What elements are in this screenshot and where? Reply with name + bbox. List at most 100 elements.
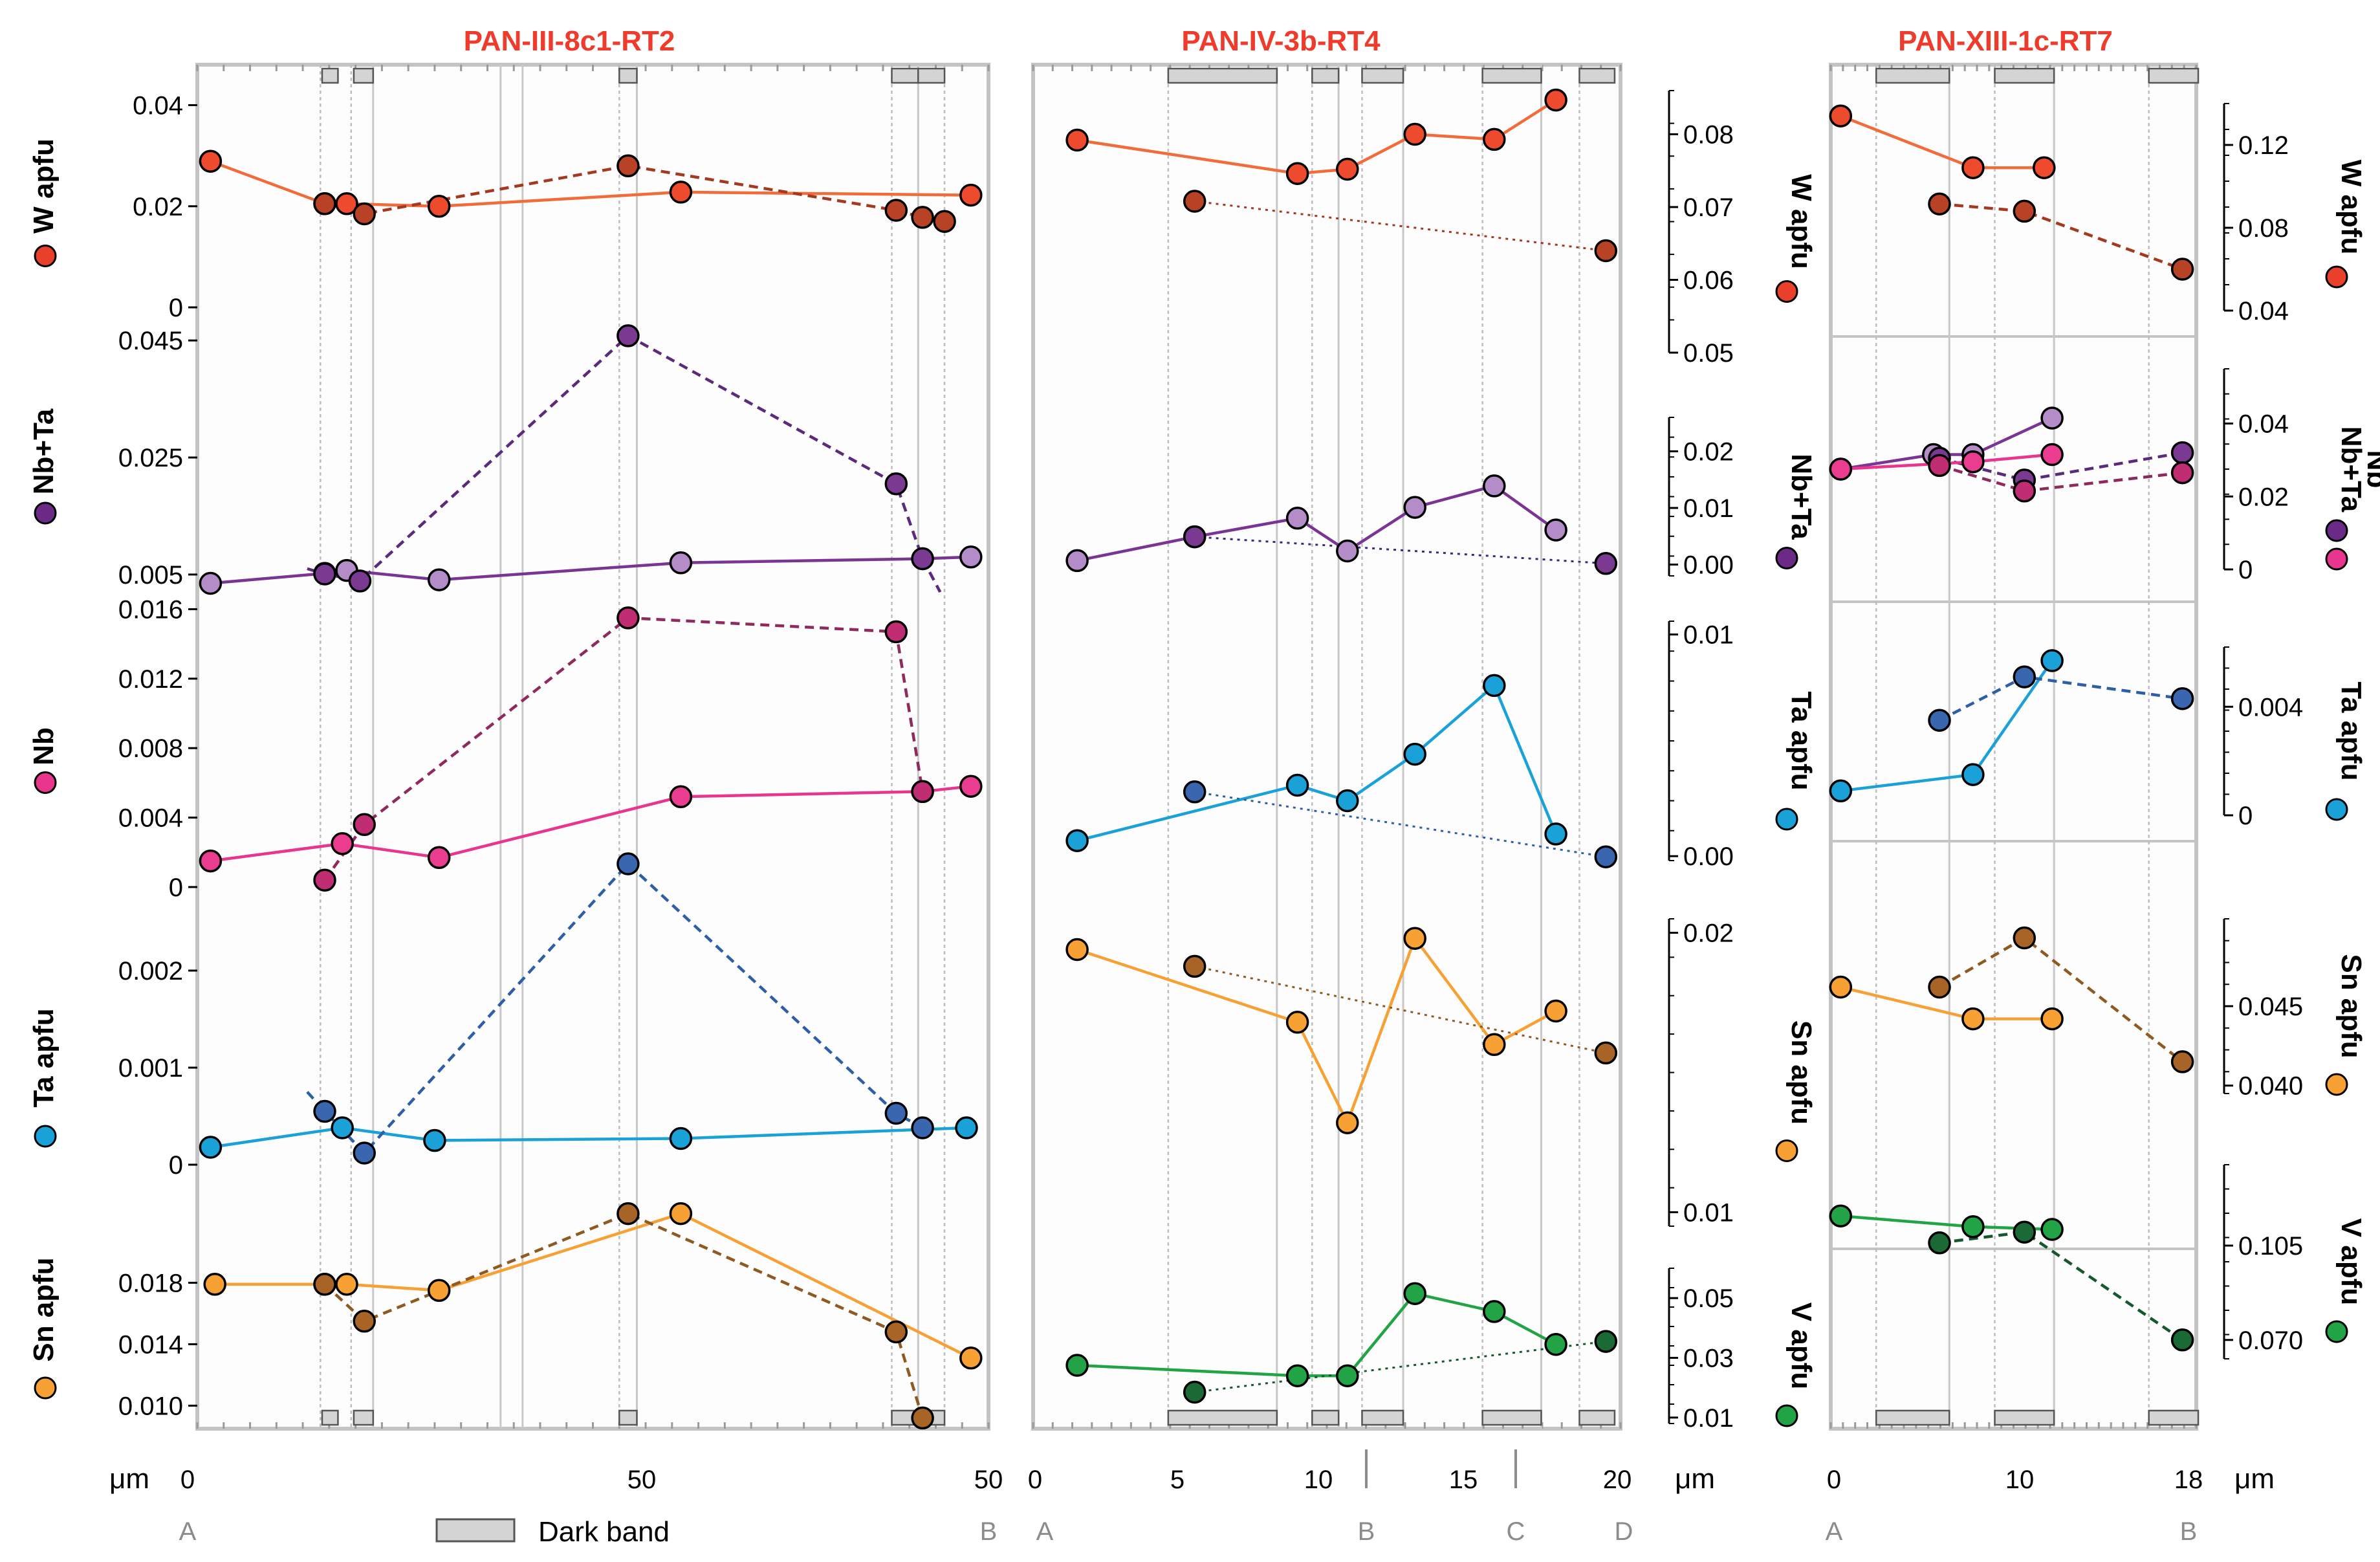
data-point-nb-ta-bright [1336, 539, 1359, 563]
dark-band-marker-top [1578, 67, 1616, 84]
data-point-w-bright [199, 149, 223, 173]
data-point-ta-bright [1065, 829, 1089, 852]
legend-dot-rt2-nb-ta [34, 501, 57, 525]
data-point-sn-dark [2013, 926, 2036, 950]
data-point-ta-bright [423, 1128, 446, 1152]
y-axis-label-rt2-sn-apfu: Sn apfu [28, 1257, 60, 1361]
y-axis-label-rt2-ta-apfu: Ta apfu [28, 1008, 60, 1107]
y-tick-label-rt4-w-apfu: 0.07 [1683, 193, 1734, 222]
data-point-nb-dark [2170, 461, 2194, 485]
dark-band-marker-bottom [618, 1409, 638, 1426]
data-point-sn-dark [353, 1310, 376, 1333]
y-tick-label-rt7-nb-ta: 0.04 [2238, 410, 2289, 439]
y-tick-label-rt7-nb-ta: 0 [2238, 556, 2253, 584]
data-point-nb-dark [911, 780, 934, 804]
data-point-w-bright [1483, 127, 1506, 151]
profile-letter-C: C [1507, 1517, 1525, 1546]
y-tick-label-rt7-w-apfu: 0.04 [2238, 297, 2289, 325]
dark-band-marker-top [2148, 67, 2200, 84]
data-point-sn-dark [2170, 1050, 2194, 1073]
y-tick-label-rt4-ta-apfu: 0.00 [1683, 842, 1734, 871]
y-tick-label-rt7-w-apfu: 0.12 [2238, 131, 2289, 160]
legend-dot-rt7-w-apfu [2325, 265, 2348, 289]
data-point-sn-bright [669, 1202, 693, 1226]
series-line-sn-bright [215, 1212, 972, 1359]
data-point-ta-bright [1483, 674, 1506, 698]
data-point-w-dark [1183, 190, 1206, 213]
y-tick-label-rt2-nb: 0.012 [118, 665, 183, 694]
y-axis-label-rt4-nb-ta: Nb+Ta [1785, 454, 1817, 540]
x-tick-label-rt2: 50 [974, 1466, 1003, 1494]
y-tick-label-rt2-nb: 0 [169, 874, 183, 902]
x-tick-label-rt7: 0 [1827, 1466, 1841, 1494]
y-tick-label-rt7-v-apfu: 0.105 [2238, 1232, 2303, 1260]
series-line-sn-dark [1194, 965, 1606, 1054]
data-point-nb-dark [353, 813, 376, 837]
data-point-ta-dark [313, 1099, 336, 1123]
profile-letter-B: B [2180, 1517, 2198, 1546]
y-axis-label-rt7-sn-apfu: Sn apfu [2335, 954, 2367, 1058]
data-point-ta-dark [1928, 709, 1951, 732]
data-point-nb-ta-bright [1065, 549, 1089, 573]
data-point-sn-dark [1183, 954, 1206, 978]
y-tick-label-rt7-nb-ta: 0.02 [2238, 483, 2289, 511]
data-point-nb-ta-bright [1403, 496, 1426, 519]
chart-title-rt7: PAN-XIII-1c-RT7 [1898, 25, 2113, 57]
series-line-w-dark [1939, 202, 2183, 271]
x-tick-label-rt4: 0 [1028, 1466, 1042, 1494]
y-axis-label-rt2-nb-ta: Nb+Ta [28, 408, 60, 494]
data-point-sn-dark [617, 1202, 640, 1226]
data-point-nb-dark [1928, 454, 1951, 478]
plot-frame-rt4 [1031, 63, 1622, 1431]
dark-band-marker-top [353, 67, 375, 84]
dark-band-marker-top [1361, 67, 1404, 84]
series-line-w-dark [1194, 200, 1606, 252]
data-point-v-bright [1336, 1364, 1359, 1387]
y-tick-label-rt4-v-apfu: 0.03 [1683, 1344, 1734, 1372]
legend-dot2-rt7-nb-ta [2325, 547, 2348, 571]
y-tick-label-rt2-sn-apfu: 0.010 [118, 1392, 183, 1420]
data-point-nb-bright [199, 849, 223, 873]
data-point-w-bright [1065, 128, 1089, 152]
data-point-nb-ta-bright [959, 545, 983, 569]
data-point-nb-dark [2013, 479, 2036, 503]
legend-dot-rt2-w-apfu [34, 245, 57, 267]
y-axis-label-rt2-nb: Nb [28, 727, 60, 765]
y-axis-label-rt4-w-apfu: W apfu [1785, 174, 1817, 269]
data-point-sn-dark [313, 1273, 336, 1296]
legend-dot-rt7-v-apfu [2325, 1320, 2348, 1343]
dark-band-marker-top [1481, 67, 1542, 84]
profile-letter-A: A [1036, 1517, 1054, 1546]
data-point-ta-bright [2040, 649, 2064, 672]
y-tick-label-rt7-v-apfu: 0.070 [2238, 1326, 2303, 1355]
bands-layer [319, 65, 2200, 1429]
data-point-w-bright [2033, 156, 2056, 179]
data-point-v-bright [2040, 1218, 2064, 1241]
data-point-ta-bright [1544, 822, 1567, 846]
data-point-sn-bright [203, 1273, 226, 1296]
series-line-v-dark [1939, 1230, 2183, 1341]
data-point-ta-dark [2013, 665, 2036, 688]
legend-dot-rt7-sn-apfu [2325, 1073, 2348, 1096]
data-point-w-bright [335, 192, 358, 215]
y-tick-label-rt2-nb-ta: 0.045 [118, 327, 183, 355]
y-tick-label-rt2-nb: 0.004 [118, 804, 183, 833]
y-tick-label-rt2-w-apfu: 0.04 [133, 92, 183, 120]
data-point-ta-bright [1285, 773, 1309, 797]
series-line-nb-dark [1939, 464, 2183, 493]
data-point-nb-bright [2040, 443, 2064, 467]
data-point-v-dark [2013, 1220, 2036, 1244]
data-point-sn-bright [959, 1347, 983, 1370]
y-tick-label-rt4-w-apfu: 0.08 [1683, 121, 1734, 149]
data-point-w-dark [1594, 239, 1618, 263]
data-point-w-bright [1829, 104, 1853, 127]
data-point-v-dark [1183, 1380, 1206, 1404]
data-point-nb-ta-bright [1544, 518, 1567, 542]
y-tick-label-rt2-ta-apfu: 0 [169, 1151, 183, 1180]
data-point-nb-bright [1961, 450, 1985, 474]
legend-dot-rt4-ta-apfu [1775, 808, 1798, 831]
y-tick-label-rt4-w-apfu: 0.05 [1683, 339, 1734, 368]
data-point-sn-bright [1961, 1007, 1985, 1031]
